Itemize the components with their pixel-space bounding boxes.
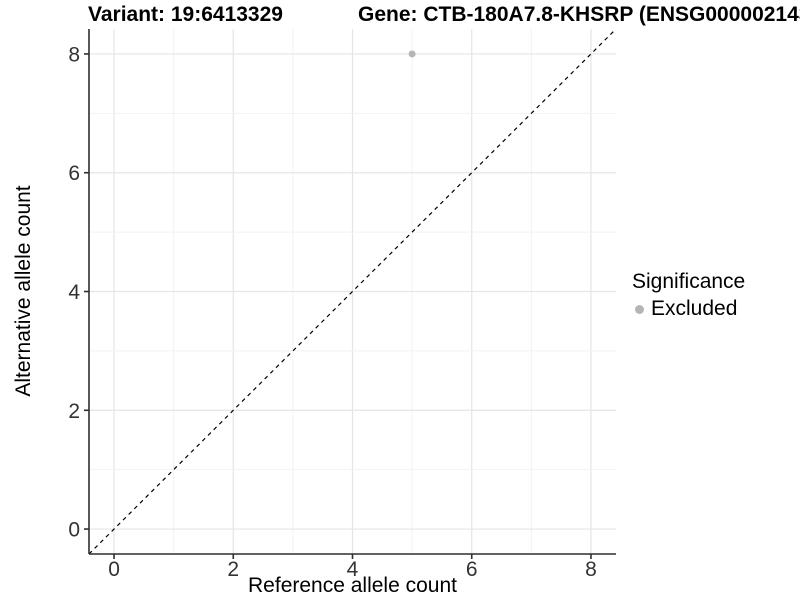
legend-point-icon bbox=[635, 304, 644, 314]
data-point bbox=[408, 50, 416, 58]
identity-line bbox=[88, 28, 617, 555]
y-tick-label: 0 bbox=[68, 519, 80, 542]
plot-title-gene: Gene: CTB-180A7.8-KHSRP (ENSG0000021434 bbox=[358, 3, 800, 26]
legend: Significance Excluded bbox=[632, 269, 745, 321]
x-tick-label: 2 bbox=[227, 558, 239, 581]
y-tick-label: 6 bbox=[68, 162, 80, 185]
legend-item-label: Excluded bbox=[651, 297, 738, 320]
x-tick-label: 8 bbox=[585, 558, 597, 581]
y-tick-label: 8 bbox=[68, 43, 80, 66]
y-tick-label: 4 bbox=[68, 281, 80, 304]
x-tick-label: 0 bbox=[108, 558, 120, 581]
x-tick-label: 6 bbox=[466, 558, 478, 581]
y-axis-title: Alternative allele count bbox=[12, 185, 35, 397]
x-axis-title: Reference allele count bbox=[248, 574, 457, 597]
legend-title: Significance bbox=[632, 270, 746, 293]
plot-title-variant: Variant: 19:6413329 bbox=[88, 3, 283, 26]
legend-item-excluded: Excluded bbox=[632, 297, 745, 321]
x-tick-label: 4 bbox=[347, 558, 359, 581]
y-tick-label: 2 bbox=[68, 400, 80, 423]
